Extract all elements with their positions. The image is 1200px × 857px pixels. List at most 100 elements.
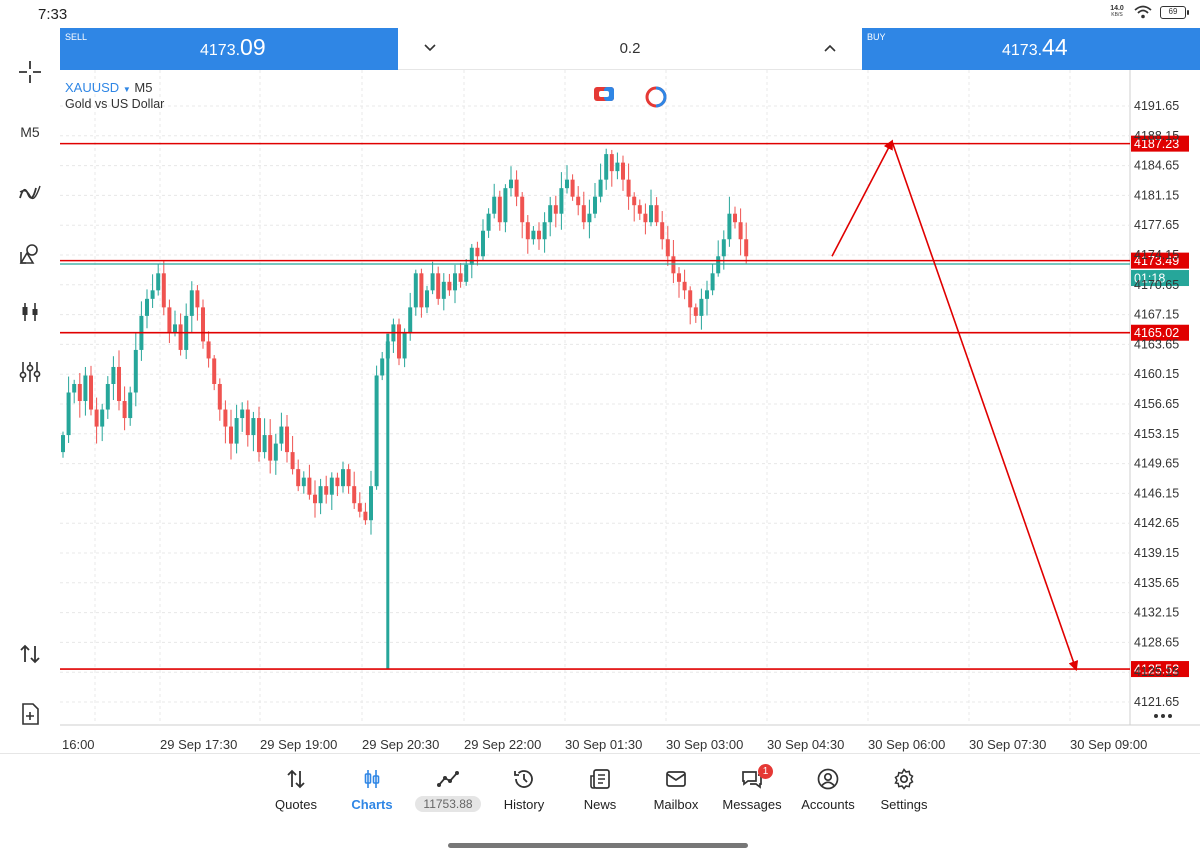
candle-body — [94, 409, 99, 427]
candle-body — [156, 273, 161, 291]
price-tick-label: 4121.65 — [1134, 695, 1179, 709]
candle-body — [660, 222, 665, 240]
chart-canvas[interactable]: 4187.23 4173.49 4165.02 4125.52 01:18 4191.6… — [60, 70, 1200, 753]
price-tick-label: 4139.15 — [1134, 546, 1179, 560]
nav-trade[interactable]: 11753.88 — [408, 768, 488, 813]
indicators-icon[interactable] — [16, 178, 44, 206]
new-order-icon[interactable] — [16, 700, 44, 728]
objects-icon[interactable] — [16, 240, 44, 268]
price-tick-label: 4142.65 — [1134, 516, 1179, 530]
candle — [710, 263, 715, 296]
candle — [615, 152, 620, 180]
chevron-up-icon[interactable] — [822, 40, 838, 56]
candle — [229, 409, 233, 460]
candle-body — [100, 409, 105, 427]
candle — [581, 191, 586, 230]
candle-body — [408, 307, 413, 333]
candle-body — [514, 179, 519, 197]
candle — [677, 267, 681, 298]
chart-type-icon[interactable] — [16, 298, 44, 326]
nav-news[interactable]: News — [560, 768, 640, 812]
candle — [402, 328, 407, 368]
candle-body — [279, 426, 284, 444]
candle — [553, 195, 558, 228]
candle-body — [223, 409, 228, 427]
settings-sliders-icon[interactable] — [16, 358, 44, 386]
sell-button[interactable]: SELL 4173.09 — [60, 28, 398, 70]
candle — [66, 376, 71, 443]
caret-down-icon[interactable]: ▼ — [122, 85, 131, 94]
trade-arrows-icon[interactable] — [16, 640, 44, 668]
candle — [262, 418, 267, 459]
price-tick-label: 4170.65 — [1134, 278, 1179, 292]
nav-quotes-label: Quotes — [275, 797, 317, 812]
nav-messages[interactable]: 1 Messages — [712, 764, 792, 812]
candle — [744, 222, 749, 264]
candle — [324, 475, 329, 504]
candle-body — [285, 426, 289, 453]
nav-settings-label: Settings — [880, 797, 928, 812]
candle — [492, 183, 497, 219]
more-dot — [1168, 714, 1172, 718]
candle-body — [290, 452, 295, 470]
buy-button[interactable]: BUY 4173.44 — [862, 28, 1200, 70]
price-chart[interactable]: 4187.23 4173.49 4165.02 4125.52 01:18 4191.6… — [60, 70, 1200, 753]
candle — [385, 333, 390, 670]
candle — [682, 269, 687, 300]
nav-history[interactable]: History — [484, 768, 564, 812]
price-level-label: 4125.52 — [1134, 663, 1179, 677]
nav-mailbox[interactable]: Mailbox — [636, 768, 716, 812]
candle-body — [626, 179, 631, 197]
candle — [374, 365, 379, 490]
candle — [503, 184, 508, 233]
candle-body — [117, 366, 121, 402]
candle — [570, 174, 575, 201]
candle — [721, 230, 726, 270]
price-tick-label: 4163.65 — [1134, 337, 1179, 351]
symbol-name[interactable]: XAUUSD — [65, 80, 120, 95]
candle — [637, 199, 642, 220]
candle-body — [469, 247, 474, 265]
candle-body — [705, 290, 709, 299]
volume-value[interactable]: 0.2 — [619, 40, 641, 57]
price-tick-label: 4132.15 — [1134, 606, 1179, 620]
signal-icon[interactable] — [645, 86, 667, 108]
symbol-info[interactable]: XAUUSD ▼ M5 Gold vs US Dollar — [65, 80, 164, 111]
nav-charts[interactable]: Charts — [332, 768, 412, 812]
price-tick-label: 4149.65 — [1134, 457, 1179, 471]
candle — [346, 464, 351, 494]
nav-settings[interactable]: Settings — [864, 768, 944, 812]
candle — [542, 212, 547, 253]
grid — [60, 70, 1200, 726]
candle-body — [105, 383, 110, 410]
candle-body — [268, 435, 273, 461]
candle-body — [565, 179, 569, 189]
nav-quotes[interactable]: Quotes — [256, 768, 336, 812]
candle-body — [615, 162, 620, 172]
candle-body — [497, 196, 502, 223]
time-axis: 16:00 29 Sep 17:30 29 Sep 19:00 29 Sep 20:3… — [62, 737, 1147, 752]
candle-body — [161, 273, 166, 308]
candle — [89, 365, 93, 416]
candle-body — [195, 290, 200, 308]
crosshair-icon[interactable] — [16, 58, 44, 86]
price-axis: 4191.65 4188.15 4184.65 4181.15 4177.65 4174.… — [1134, 99, 1179, 718]
nav-accounts[interactable]: Accounts — [788, 768, 868, 812]
time-tick-label: 30 Sep 04:30 — [767, 737, 844, 752]
chevron-down-icon[interactable] — [422, 40, 438, 56]
candle-body — [598, 179, 603, 197]
candlestick-icon — [364, 770, 380, 788]
candle — [122, 386, 127, 431]
candle-body — [83, 375, 88, 402]
price-tick-label: 4184.65 — [1134, 159, 1179, 173]
time-tick-label: 29 Sep 17:30 — [160, 737, 237, 752]
candle-body — [671, 256, 676, 274]
candle-body — [665, 239, 670, 257]
price-level-tag — [1131, 252, 1189, 269]
candle — [475, 241, 480, 266]
timeframe-button[interactable]: M5 — [16, 118, 44, 146]
candle — [458, 262, 463, 288]
one-click-trading-icon[interactable] — [593, 86, 615, 102]
more-dots-icon[interactable] — [1154, 714, 1172, 718]
candle — [100, 403, 105, 442]
